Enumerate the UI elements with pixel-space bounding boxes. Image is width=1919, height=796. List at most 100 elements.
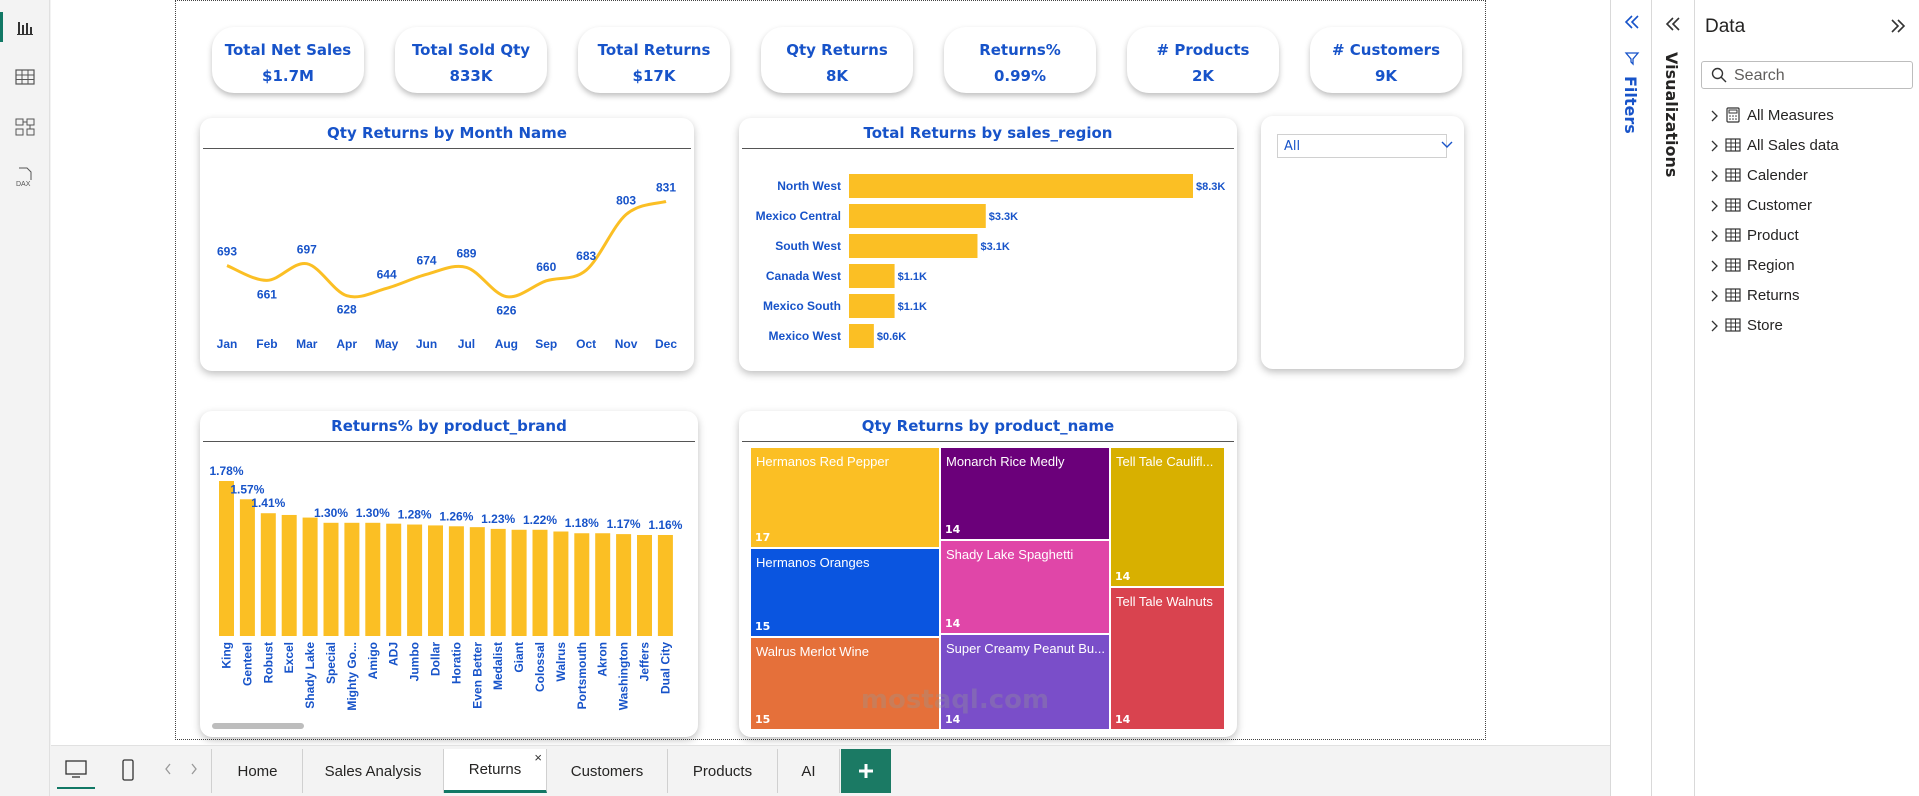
- title-divider: [203, 441, 695, 442]
- chevron-right-icon[interactable]: [1709, 258, 1719, 277]
- treemap-card[interactable]: Qty Returns by product_name Hermanos Red…: [739, 411, 1237, 737]
- data-table-item[interactable]: Store: [1709, 314, 1909, 336]
- chevron-right-icon[interactable]: [1709, 198, 1719, 217]
- tab-ai[interactable]: AI: [778, 749, 840, 793]
- tab-products[interactable]: Products: [668, 749, 778, 793]
- tile-label: Walrus Merlot Wine: [756, 644, 869, 659]
- data-table-item[interactable]: Customer: [1709, 194, 1909, 216]
- left-view-rail: DAX: [0, 0, 50, 796]
- kpi-card-qty-returns[interactable]: Qty Returns 8K: [761, 27, 913, 93]
- line-chart-card[interactable]: Qty Returns by Month Name 693 Jan 661 Feb 69…: [200, 118, 694, 371]
- x-tick-label: Jul: [458, 337, 475, 351]
- report-canvas: Total Net Sales $1.7M Total Sold Qty 833…: [51, 0, 1610, 745]
- data-label: $3.3K: [989, 211, 1018, 223]
- chart-title: Returns% by product_brand: [331, 417, 567, 435]
- treemap-tile[interactable]: Tell Tale Caulifl... 14: [1110, 447, 1225, 587]
- kpi-card-total-returns[interactable]: Total Returns $17K: [578, 27, 730, 93]
- expand-icon[interactable]: [1664, 16, 1682, 36]
- hbar-chart-card[interactable]: Total Returns by sales_region North West…: [739, 118, 1237, 371]
- chevron-right-icon[interactable]: [1709, 288, 1719, 307]
- treemap-tile[interactable]: Hermanos Red Pepper 17: [750, 447, 940, 548]
- report-page: Total Net Sales $1.7M Total Sold Qty 833…: [175, 0, 1486, 740]
- filters-label[interactable]: Filters: [1621, 76, 1640, 134]
- tab-home[interactable]: Home: [213, 749, 303, 793]
- data-table-label: All Measures: [1747, 107, 1834, 124]
- data-table-item[interactable]: Product: [1709, 224, 1909, 246]
- title-divider: [742, 441, 1234, 442]
- tile-value: 14: [945, 713, 961, 726]
- vbar-chart: 1.78% King 1.57% Genteel 1.41% Robust Excel Sha…: [209, 464, 682, 711]
- x-tick-label: Amigo: [366, 642, 380, 679]
- kpi-card-total-sold-qty[interactable]: Total Sold Qty 833K: [395, 27, 547, 93]
- scroll-right-icon[interactable]: [189, 761, 199, 780]
- kpi-card-returns-pct[interactable]: Returns% 0.99%: [944, 27, 1096, 93]
- data-search-input[interactable]: Search: [1701, 61, 1913, 89]
- treemap-tile[interactable]: Tell Tale Walnuts 14: [1110, 587, 1225, 730]
- data-label: 689: [456, 246, 476, 260]
- data-table-item[interactable]: All Sales data: [1709, 134, 1909, 156]
- data-table-item[interactable]: All Measures: [1709, 104, 1909, 126]
- data-table-label: All Sales data: [1747, 137, 1839, 154]
- scroll-left-icon[interactable]: [163, 761, 173, 780]
- treemap-tile[interactable]: Walrus Merlot Wine 15: [750, 637, 940, 730]
- bar: [532, 529, 548, 636]
- data-label: 1.22%: [523, 513, 557, 527]
- tile-value: 15: [755, 713, 771, 726]
- close-icon[interactable]: ×: [534, 750, 542, 765]
- filters-pane[interactable]: Filters: [1610, 0, 1652, 796]
- tile-label: Tell Tale Caulifl...: [1116, 454, 1214, 469]
- model-view-icon[interactable]: [0, 104, 50, 150]
- tab-sales-analysis[interactable]: Sales Analysis: [303, 749, 444, 793]
- data-table-item[interactable]: Calender: [1709, 164, 1909, 186]
- x-tick-label: Feb: [256, 337, 277, 351]
- kpi-card-products[interactable]: # Products 2K: [1127, 27, 1279, 93]
- data-label: $1.1K: [898, 301, 927, 313]
- expand-icon[interactable]: [1623, 14, 1641, 34]
- x-tick-label: Jumbo: [408, 642, 422, 681]
- chevron-right-icon[interactable]: [1709, 318, 1719, 337]
- data-label: 1.17%: [607, 517, 641, 531]
- collapse-pane-icon[interactable]: [1889, 18, 1907, 38]
- treemap-tile[interactable]: Monarch Rice Medly 14: [940, 447, 1110, 540]
- slicer-dropdown[interactable]: All: [1277, 134, 1453, 158]
- report-view-icon[interactable]: [0, 4, 50, 50]
- chevron-right-icon[interactable]: [1709, 138, 1719, 157]
- chevron-right-icon[interactable]: [1709, 108, 1719, 127]
- tab-customers[interactable]: Customers: [547, 749, 668, 793]
- mobile-layout-icon[interactable]: [115, 751, 141, 789]
- kpi-card-total-net-sales[interactable]: Total Net Sales $1.7M: [212, 27, 364, 93]
- table-icon: [1725, 317, 1741, 337]
- tab-returns[interactable]: Returns ×: [444, 749, 547, 793]
- data-label: 626: [496, 304, 516, 318]
- data-label: 661: [257, 287, 277, 301]
- bar: [616, 534, 632, 636]
- slicer-card: All: [1261, 116, 1464, 369]
- hbar-chart: North West $8.3K Mexico Central $3.3K South …: [756, 174, 1225, 348]
- data-table-item[interactable]: Region: [1709, 254, 1909, 276]
- data-label: 1.28%: [398, 508, 432, 522]
- desktop-layout-icon[interactable]: [57, 751, 95, 789]
- treemap-tile[interactable]: Super Creamy Peanut Bu... 14: [940, 634, 1110, 730]
- visualizations-pane[interactable]: Visualizations: [1652, 0, 1695, 796]
- data-table-label: Calender: [1747, 167, 1808, 184]
- x-tick-label: Apr: [336, 337, 357, 351]
- treemap-tile[interactable]: Hermanos Oranges 15: [750, 548, 940, 637]
- table-view-icon[interactable]: [0, 54, 50, 100]
- chevron-right-icon[interactable]: [1709, 228, 1719, 247]
- treemap-tile[interactable]: Shady Lake Spaghetti 14: [940, 540, 1110, 634]
- bar: [511, 529, 527, 636]
- vbar-chart-card[interactable]: Returns% by product_brand 1.78% King 1.57%…: [200, 411, 698, 737]
- tile-value: 14: [945, 617, 961, 630]
- chevron-right-icon[interactable]: [1709, 168, 1719, 187]
- kpi-value: $1.7M: [262, 67, 314, 85]
- dax-query-view-icon[interactable]: DAX: [0, 154, 50, 200]
- bar: [428, 525, 443, 636]
- tile-value: 17: [755, 531, 771, 544]
- visualizations-label[interactable]: Visualizations: [1662, 52, 1681, 178]
- data-table-item[interactable]: Returns: [1709, 284, 1909, 306]
- horizontal-scrollbar[interactable]: [212, 723, 304, 729]
- bar: [657, 534, 673, 636]
- kpi-card-customers[interactable]: # Customers 9K: [1310, 27, 1462, 93]
- add-page-button[interactable]: [841, 749, 891, 793]
